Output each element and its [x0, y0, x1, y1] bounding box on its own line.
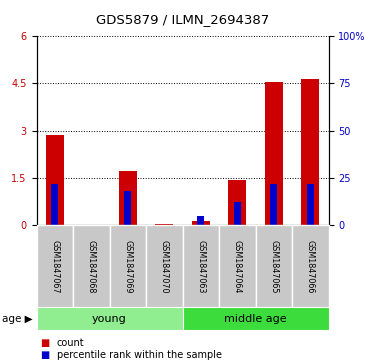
Bar: [307, 184, 314, 225]
Bar: [119, 171, 137, 225]
Bar: [155, 224, 173, 225]
Text: GSM1847069: GSM1847069: [123, 240, 132, 294]
Bar: [270, 184, 277, 225]
Bar: [73, 225, 110, 309]
Text: ■: ■: [40, 350, 49, 360]
Bar: [110, 225, 146, 309]
Text: count: count: [57, 338, 84, 348]
Bar: [36, 225, 73, 309]
Bar: [182, 307, 328, 330]
Text: GDS5879 / ILMN_2694387: GDS5879 / ILMN_2694387: [96, 13, 269, 26]
Bar: [197, 216, 204, 225]
Text: GSM1847068: GSM1847068: [87, 240, 96, 294]
Text: GSM1847067: GSM1847067: [50, 240, 59, 294]
Bar: [192, 221, 210, 225]
Bar: [36, 307, 182, 330]
Text: GSM1847064: GSM1847064: [233, 240, 242, 294]
Text: GSM1847063: GSM1847063: [196, 240, 205, 294]
Bar: [228, 180, 246, 225]
Bar: [301, 79, 319, 225]
Bar: [265, 82, 283, 225]
Text: percentile rank within the sample: percentile rank within the sample: [57, 350, 222, 360]
Bar: [255, 225, 292, 309]
Text: young: young: [92, 314, 127, 323]
Text: age ▶: age ▶: [2, 314, 32, 323]
Bar: [146, 225, 182, 309]
Bar: [292, 225, 328, 309]
Bar: [46, 135, 64, 225]
Bar: [124, 191, 131, 225]
Bar: [51, 184, 58, 225]
Text: GSM1847066: GSM1847066: [306, 240, 315, 294]
Text: GSM1847065: GSM1847065: [269, 240, 278, 294]
Bar: [182, 225, 219, 309]
Text: ■: ■: [40, 338, 49, 348]
Text: middle age: middle age: [224, 314, 287, 323]
Text: GSM1847070: GSM1847070: [160, 240, 169, 294]
Bar: [234, 203, 241, 225]
Bar: [219, 225, 256, 309]
